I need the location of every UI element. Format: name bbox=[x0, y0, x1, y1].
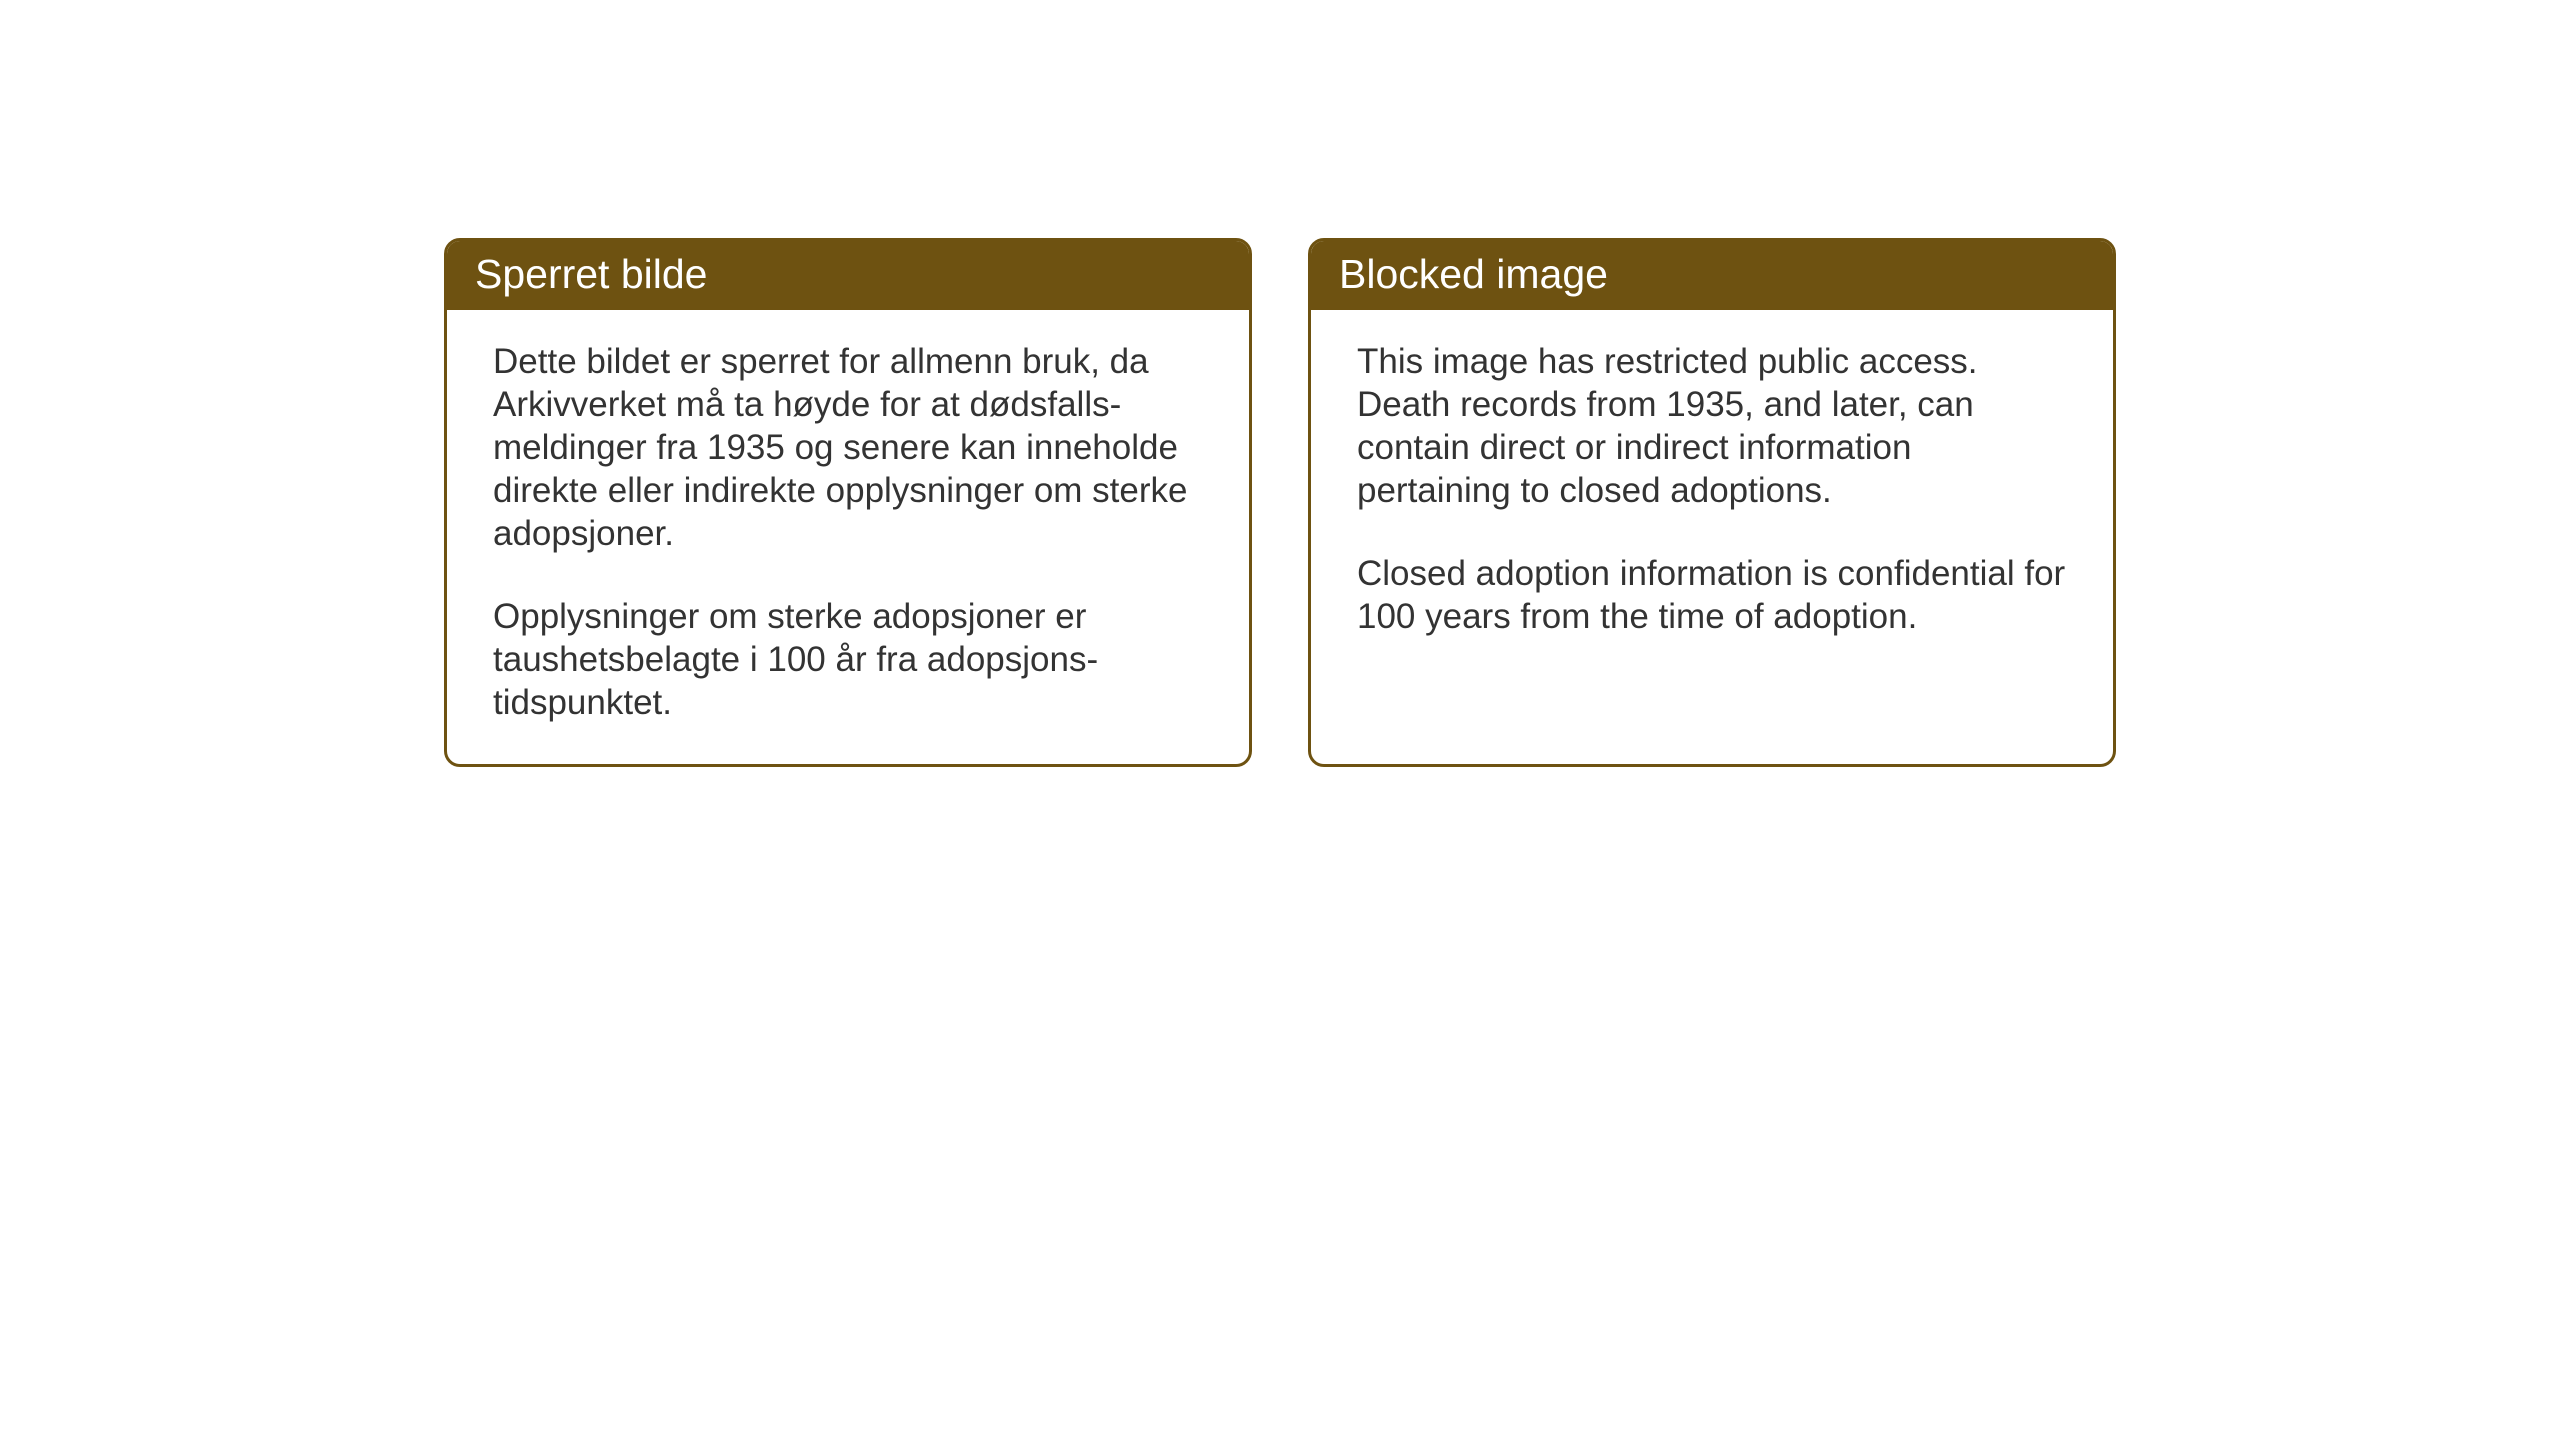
notice-card-english: Blocked image This image has restricted … bbox=[1308, 238, 2116, 767]
notice-title-norwegian: Sperret bilde bbox=[447, 241, 1249, 310]
notice-paragraph: Closed adoption information is confident… bbox=[1357, 552, 2067, 638]
notice-card-norwegian: Sperret bilde Dette bildet er sperret fo… bbox=[444, 238, 1252, 767]
notice-paragraph: Opplysninger om sterke adopsjoner er tau… bbox=[493, 595, 1203, 724]
notice-paragraph: Dette bildet er sperret for allmenn bruk… bbox=[493, 340, 1203, 555]
notice-body-english: This image has restricted public access.… bbox=[1311, 310, 2113, 760]
notice-title-english: Blocked image bbox=[1311, 241, 2113, 310]
notice-container: Sperret bilde Dette bildet er sperret fo… bbox=[444, 238, 2116, 767]
notice-paragraph: This image has restricted public access.… bbox=[1357, 340, 2067, 512]
notice-body-norwegian: Dette bildet er sperret for allmenn bruk… bbox=[447, 310, 1249, 764]
